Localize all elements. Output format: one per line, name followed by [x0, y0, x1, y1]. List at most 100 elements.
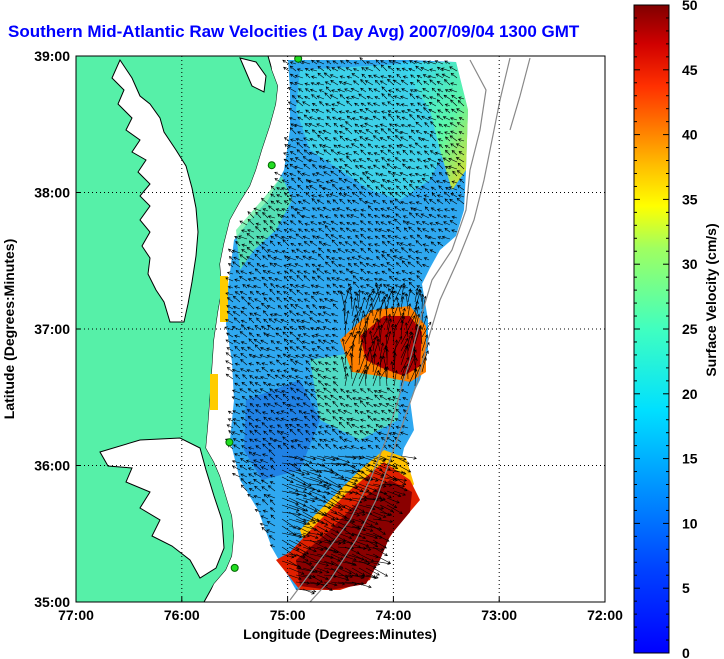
velocity-arrow — [325, 443, 332, 450]
velocity-arrow — [338, 395, 346, 401]
velocity-arrow — [274, 234, 283, 240]
velocity-arrow — [324, 319, 332, 324]
velocity-arrow — [332, 303, 339, 310]
velocity-arrow — [323, 387, 332, 394]
velocity-arrow — [311, 431, 318, 436]
velocity-arrow — [351, 574, 365, 580]
velocity-arrow — [388, 89, 395, 93]
velocity-arrow — [374, 394, 381, 401]
velocity-arrow — [283, 200, 290, 205]
velocity-arrow — [372, 418, 381, 422]
velocity-arrow — [233, 340, 241, 345]
velocity-arrow — [294, 81, 304, 86]
velocity-arrow — [428, 214, 437, 219]
velocity-arrow — [448, 157, 458, 163]
velocity-arrow — [324, 103, 332, 107]
velocity-arrow — [385, 348, 389, 366]
velocity-arrow — [344, 372, 349, 387]
velocity-arrow — [323, 518, 335, 526]
velocity-arrow — [316, 394, 325, 401]
velocity-arrow — [351, 317, 359, 338]
velocity-arrow — [246, 246, 255, 254]
velocity-arrow — [413, 207, 423, 212]
velocity-arrow — [326, 60, 332, 65]
velocity-arrow — [340, 60, 346, 65]
velocity-arrow — [253, 338, 262, 345]
velocity-arrow — [290, 367, 297, 373]
velocity-arrow — [302, 532, 319, 539]
velocity-arrow — [302, 588, 315, 595]
velocity-arrow — [359, 108, 367, 114]
velocity-arrow — [278, 220, 283, 226]
velocity-arrow — [226, 310, 234, 317]
velocity-arrow — [415, 130, 423, 135]
velocity-arrow — [430, 130, 437, 135]
velocity-arrow — [315, 108, 325, 114]
velocity-arrow — [458, 96, 465, 100]
velocity-arrow — [273, 256, 283, 261]
velocity-arrow — [364, 200, 374, 205]
chesapeake-bay — [111, 58, 199, 323]
velocity-arrow — [338, 430, 346, 436]
velocity-arrow — [421, 115, 430, 121]
velocity-arrow — [386, 504, 403, 515]
velocity-arrow — [394, 129, 402, 135]
velocity-arrow — [400, 124, 409, 128]
velocity-arrow — [386, 330, 392, 345]
velocity-arrow — [266, 354, 276, 359]
velocity-arrow — [340, 356, 346, 373]
velocity-arrow — [329, 179, 339, 184]
velocity-arrow — [255, 369, 262, 373]
velocity-arrow — [442, 157, 451, 163]
velocity-arrow — [260, 325, 269, 331]
velocity-arrow — [444, 60, 451, 65]
velocity-arrow — [309, 455, 326, 462]
velocity-arrow — [248, 488, 255, 492]
velocity-arrow — [302, 235, 311, 240]
velocity-field-green-west — [236, 176, 292, 270]
velocity-arrow — [339, 221, 346, 226]
velocity-arrow — [444, 166, 451, 170]
velocity-arrow — [339, 214, 346, 219]
velocity-arrow — [254, 382, 262, 387]
velocity-arrow — [408, 201, 416, 205]
velocity-arrow — [269, 262, 276, 268]
velocity-arrow — [268, 277, 276, 282]
velocity-arrow — [436, 93, 444, 100]
velocity-arrow — [255, 225, 262, 233]
velocity-arrow — [358, 347, 363, 366]
velocity-arrow — [378, 228, 388, 233]
velocity-arrow — [380, 75, 388, 79]
velocity-arrow — [309, 532, 324, 537]
velocity-arrow — [253, 207, 262, 212]
velocity-arrow — [354, 102, 360, 107]
velocity-arrow — [287, 87, 297, 93]
velocity-arrow — [289, 326, 297, 331]
velocity-arrow — [246, 284, 255, 289]
velocity-arrow — [329, 94, 339, 100]
velocity-arrow — [387, 93, 395, 100]
velocity-arrow — [395, 102, 402, 107]
velocity-arrow — [319, 298, 325, 303]
velocity-arrow — [235, 270, 241, 275]
velocity-arrow — [429, 150, 437, 156]
velocity-arrow — [247, 481, 255, 485]
velocity-arrow — [255, 249, 262, 254]
velocity-arrow — [366, 270, 374, 275]
station-marker — [230, 563, 239, 572]
velocity-arrow — [226, 347, 234, 352]
velocity-arrow — [256, 333, 262, 338]
velocity-arrow — [418, 136, 423, 142]
velocity-arrow — [289, 194, 297, 198]
velocity-arrow — [362, 331, 367, 352]
velocity-arrow — [247, 467, 255, 471]
velocity-arrow — [247, 388, 255, 394]
velocity-arrow — [414, 172, 423, 177]
velocity-arrow — [366, 424, 374, 429]
velocity-arrow — [255, 290, 262, 296]
velocity-arrow — [283, 291, 290, 296]
velocity-arrow — [422, 88, 430, 93]
velocity-arrow — [240, 341, 248, 345]
velocity-arrow — [290, 418, 297, 422]
velocity-arrow — [249, 381, 255, 387]
